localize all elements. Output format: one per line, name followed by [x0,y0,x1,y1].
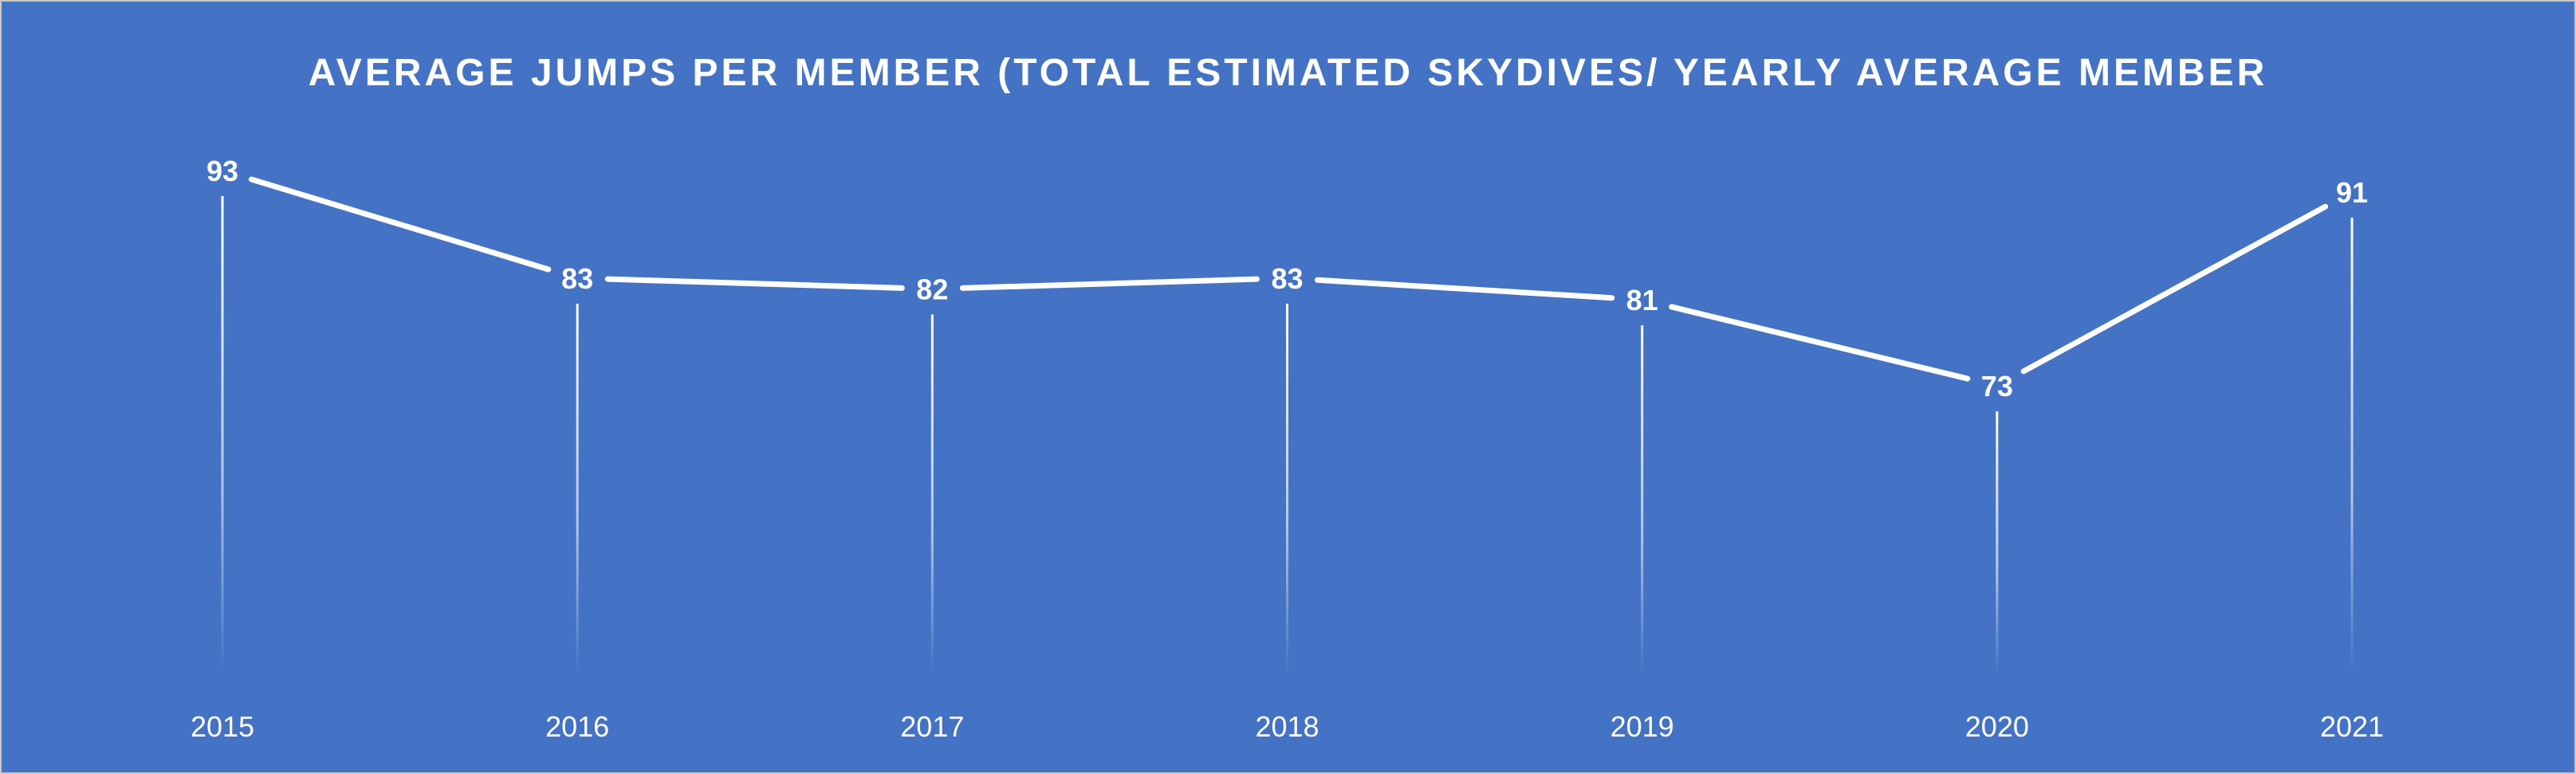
drop-line-2021 [2350,218,2354,675]
x-axis-tick-labels: 2015 2016 2017 2018 2019 2020 2021 [191,710,2384,743]
drop-line-2016 [576,304,579,675]
x-tick-label-2021: 2021 [2320,710,2384,743]
data-label-2016: 83 [561,262,593,295]
drop-line-2015 [221,196,224,675]
data-label-2021: 91 [2336,176,2368,209]
series-segment-2019-2020 [1669,304,1971,382]
data-label-2015: 93 [206,155,238,187]
data-label-2018: 83 [1271,262,1303,295]
drop-line-2019 [1641,325,1644,675]
series-segment-2017-2018 [959,276,1260,291]
drop-lines [221,196,2354,675]
x-tick-label-2020: 2020 [1965,710,2029,743]
drop-line-2020 [1996,411,1999,675]
data-labels: 93 83 82 83 81 73 91 [206,155,2368,403]
series-segment-2016-2017 [604,276,905,291]
data-label-2019: 81 [1626,284,1658,316]
chart-title: AVERAGE JUMPS PER MEMBER (TOTAL ESTIMATE… [308,52,2268,94]
x-tick-label-2019: 2019 [1610,710,1674,743]
x-tick-label-2016: 2016 [545,710,609,743]
x-tick-label-2015: 2015 [191,710,254,743]
drop-line-2017 [930,314,934,675]
series-segment-2015-2016 [248,176,552,273]
data-label-2017: 82 [916,273,948,306]
series-line-group [248,176,2329,382]
series-segment-2018-2019 [1314,277,1615,301]
data-label-2020: 73 [1981,370,2013,403]
x-tick-label-2017: 2017 [900,710,964,743]
drop-line-2018 [1286,304,1288,675]
x-tick-label-2018: 2018 [1255,710,1319,743]
series-segment-2020-2021 [2020,203,2329,375]
